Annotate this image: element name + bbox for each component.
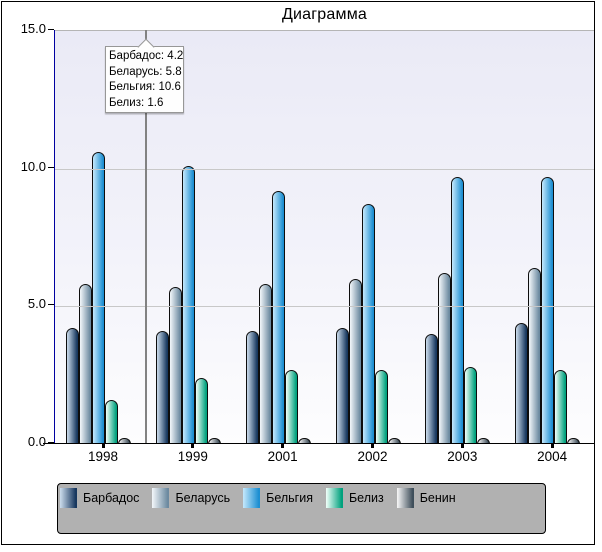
bar-Бенин-2001[interactable] — [297, 438, 311, 444]
x-tick — [550, 443, 554, 448]
x-axis-line — [43, 443, 594, 444]
x-category-label: 2002 — [357, 449, 388, 464]
bar-Бельгия-2004[interactable] — [541, 177, 555, 444]
bar-Беларусь-1999[interactable] — [168, 287, 182, 444]
legend-swatch-icon — [60, 488, 77, 508]
legend-swatch-icon — [325, 488, 343, 508]
legend-label: Белиз — [348, 491, 384, 505]
tooltip-line: Барбадос: 4.2 — [109, 50, 184, 62]
legend-swatch-icon — [396, 488, 414, 508]
legend-item-Бенин: Бенин — [396, 488, 456, 508]
legend-label: Бенин — [419, 491, 456, 505]
bar-Белиз-2001[interactable] — [284, 370, 298, 444]
bar-Барбадос-2001[interactable] — [245, 331, 259, 444]
y-tick — [48, 166, 54, 168]
tooltip-line: Белиз: 1.6 — [109, 96, 164, 109]
x-tick — [281, 443, 285, 448]
bar-Белиз-2002[interactable] — [374, 370, 388, 444]
bar-Бельгия-2001[interactable] — [271, 191, 285, 444]
tooltip-anchor-line — [144, 30, 147, 443]
y-tick-label: 5.0 — [27, 296, 46, 312]
x-category-label: 2004 — [537, 449, 568, 464]
bar-Беларусь-1998[interactable] — [79, 284, 92, 444]
bar-Беларусь-2004[interactable] — [528, 268, 542, 444]
bar-Бенин-2004[interactable] — [567, 438, 581, 444]
legend-swatch-icon — [243, 488, 261, 508]
y-tick — [48, 442, 54, 443]
chart-title: Диаграмма — [281, 6, 367, 23]
gridline — [55, 168, 594, 170]
bar-Белиз-2004[interactable] — [554, 370, 568, 444]
y-tick-label: 10.0 — [20, 158, 46, 174]
y-tick — [48, 304, 54, 306]
bar-group-1998 — [66, 152, 131, 444]
legend-item-Белиз: Белиз — [325, 488, 384, 508]
tooltip-line: Беларусь: 5.8 — [109, 65, 182, 78]
x-tick — [460, 443, 464, 448]
bar-Барбадос-1998[interactable] — [66, 328, 79, 444]
y-axis-line — [54, 30, 55, 443]
bar-Бенин-2002[interactable] — [387, 438, 401, 444]
bar-Барбадос-1999[interactable] — [155, 331, 169, 444]
y-tick — [48, 29, 54, 30]
bar-Беларусь-2002[interactable] — [348, 279, 362, 444]
bar-Барбадос-2004[interactable] — [515, 323, 529, 444]
tooltip: Барбадос: 4.2 Беларусь: 5.8 Бельгия: 10.6 Б… — [105, 38, 184, 113]
bar-Белиз-2003[interactable] — [464, 367, 478, 444]
bar-group-2004 — [515, 177, 581, 444]
bar-Бельгия-1998[interactable] — [92, 152, 105, 444]
bar-Белиз-1999[interactable] — [194, 378, 208, 444]
legend: Барбадос Беларусь Бельгия Белиз Бенин — [57, 483, 546, 534]
bar-group-1999 — [155, 166, 221, 444]
bar-group-2003 — [425, 177, 491, 444]
bar-Беларусь-2001[interactable] — [258, 284, 272, 444]
y-tick-label: 0.0 — [27, 434, 46, 449]
legend-item-Бельгия: Бельгия — [243, 488, 313, 508]
x-category-label: 1998 — [87, 449, 119, 464]
bar-Барбадос-2003[interactable] — [425, 334, 439, 444]
legend-swatch-icon — [152, 488, 170, 508]
legend-item-Барбадос: Барбадос — [60, 488, 139, 508]
bar-Бенин-1999[interactable] — [207, 438, 221, 444]
x-category-label: 2001 — [267, 449, 298, 464]
bar-Белиз-1998[interactable] — [105, 400, 118, 444]
bar-Бельгия-2003[interactable] — [451, 177, 465, 444]
x-category-label: 2003 — [447, 449, 478, 464]
x-category-label: 1999 — [177, 449, 208, 464]
legend-label: Бельгия — [266, 491, 313, 505]
bar-Беларусь-2003[interactable] — [438, 273, 452, 444]
x-tick — [191, 443, 195, 448]
x-tick — [371, 443, 374, 448]
tooltip-line: Бельгия: 10.6 — [109, 81, 181, 93]
legend-item-Беларусь: Беларусь — [152, 488, 230, 508]
bar-Бенин-1998[interactable] — [118, 438, 131, 444]
bar-group-2002 — [335, 204, 401, 444]
legend-label: Беларусь — [175, 491, 231, 505]
x-tick — [101, 443, 105, 448]
legend-label: Барбадос — [83, 491, 140, 505]
y-tick-label: 15.0 — [20, 21, 46, 36]
bar-Бельгия-1999[interactable] — [181, 166, 195, 444]
bar-group-2001 — [245, 191, 311, 444]
bar-Бельгия-2002[interactable] — [361, 204, 375, 444]
bar-Барбадос-2002[interactable] — [335, 328, 349, 444]
gridline — [55, 306, 594, 308]
